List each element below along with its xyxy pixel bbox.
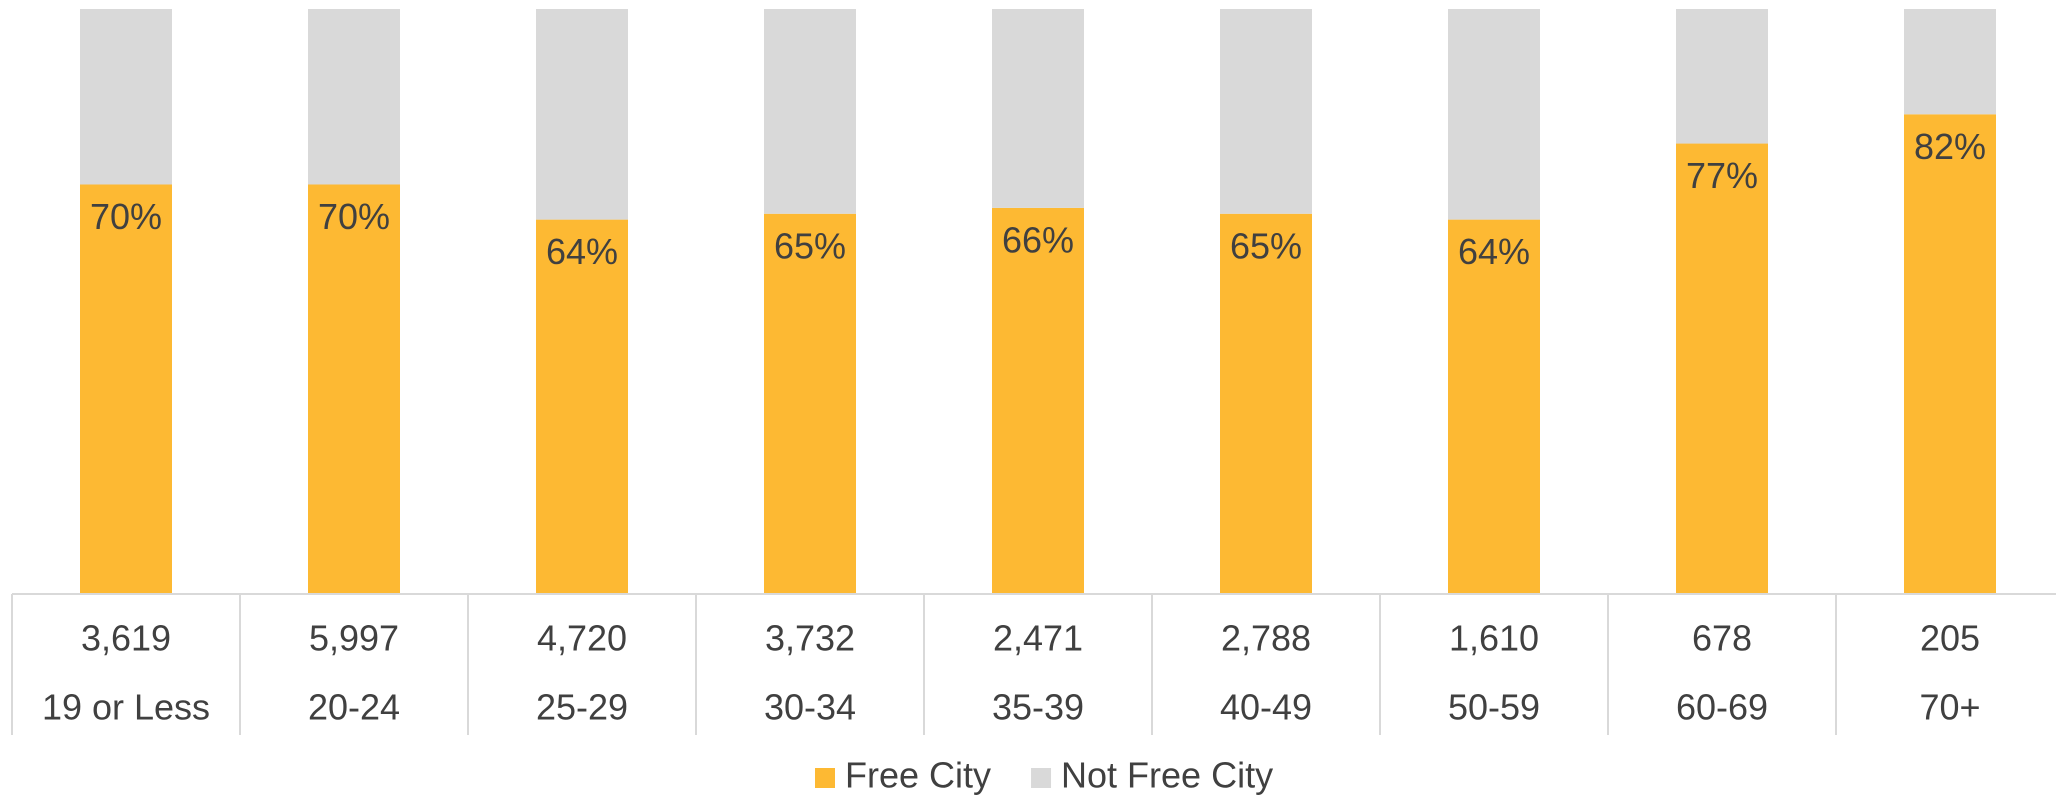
bar-segment	[1676, 143, 1768, 595]
legend-label: Not Free City	[1061, 755, 1273, 796]
bar-segment	[536, 219, 628, 594]
bar-segment	[764, 9, 856, 214]
count-label: 2,788	[1221, 618, 1311, 659]
data-label: 82%	[1914, 126, 1986, 167]
x-tick-label: 70+	[1919, 687, 1980, 728]
count-label: 1,610	[1449, 618, 1539, 659]
count-label: 2,471	[993, 618, 1083, 659]
legend-swatch	[1031, 768, 1052, 788]
data-label: 65%	[1230, 225, 1302, 266]
count-label: 4,720	[537, 618, 627, 659]
x-tick-label: 20-24	[308, 687, 400, 728]
bar-segment	[1220, 213, 1312, 594]
x-tick-label: 50-59	[1448, 687, 1540, 728]
bar-segment	[80, 9, 172, 185]
data-label: 65%	[774, 225, 846, 266]
bar-segment	[992, 207, 1084, 594]
data-label: 77%	[1686, 155, 1758, 196]
bar-segment	[992, 9, 1084, 208]
x-tick-label: 40-49	[1220, 687, 1312, 728]
data-label: 64%	[1458, 231, 1530, 272]
bar-segment	[80, 184, 172, 594]
data-label: 70%	[318, 196, 390, 237]
x-tick-label: 35-39	[992, 687, 1084, 728]
data-label: 70%	[90, 196, 162, 237]
count-label: 3,732	[765, 618, 855, 659]
count-label: 3,619	[81, 618, 171, 659]
bar-segment	[536, 9, 628, 220]
bar-segment	[1904, 9, 1996, 115]
data-label: 66%	[1002, 219, 1074, 260]
bar-segment	[1448, 9, 1540, 220]
count-label: 5,997	[309, 618, 399, 659]
data-label: 64%	[546, 231, 618, 272]
bar-segment	[308, 9, 400, 185]
legend-label: Free City	[845, 755, 991, 796]
x-tick-label: 19 or Less	[42, 687, 210, 728]
x-tick-label: 30-34	[764, 687, 856, 728]
bar-segment	[1904, 114, 1996, 595]
bar-segment	[764, 213, 856, 594]
bar-segment	[1220, 9, 1312, 214]
x-tick-label: 60-69	[1676, 687, 1768, 728]
bar-segment	[1448, 219, 1540, 594]
bar-segment	[308, 184, 400, 594]
bar-segment	[1676, 9, 1768, 144]
x-tick-label: 25-29	[536, 687, 628, 728]
count-label: 205	[1920, 618, 1980, 659]
count-label: 678	[1692, 618, 1752, 659]
legend-swatch	[815, 768, 835, 788]
